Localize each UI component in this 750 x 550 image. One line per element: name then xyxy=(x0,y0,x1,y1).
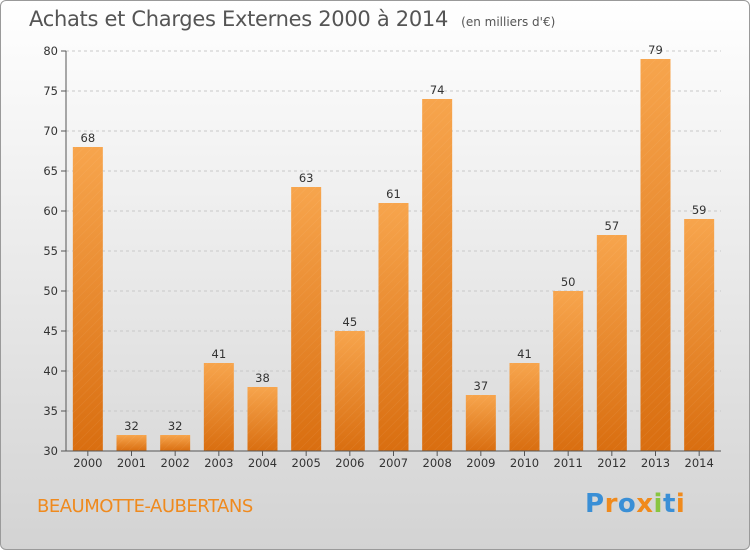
value-label: 32 xyxy=(168,419,183,433)
y-tick-label: 70 xyxy=(43,124,58,138)
value-label: 59 xyxy=(692,203,707,217)
bar-texture xyxy=(684,219,715,451)
value-label: 63 xyxy=(299,171,314,185)
bar-texture xyxy=(247,387,278,451)
y-tick-label: 45 xyxy=(43,324,58,338)
bar-texture xyxy=(116,435,147,451)
x-tick-label: 2010 xyxy=(510,456,539,470)
y-tick-label: 35 xyxy=(43,404,58,418)
value-label: 61 xyxy=(386,187,401,201)
y-tick-label: 30 xyxy=(43,444,58,458)
bar-texture xyxy=(509,363,540,451)
bars-layer: 68 32 32 41 38 63 45 61 74 37 41 50 57 79 59 xyxy=(72,43,715,451)
value-label: 38 xyxy=(255,371,270,385)
title-row: Achats et Charges Externes 2000 à 2014 (… xyxy=(29,7,555,31)
bar-texture xyxy=(160,435,191,451)
x-tick-label: 2004 xyxy=(248,456,277,470)
y-tick-label: 65 xyxy=(43,164,58,178)
brand-letter: x xyxy=(636,489,654,519)
bar-texture xyxy=(291,187,322,451)
x-tick-label: 2006 xyxy=(335,456,364,470)
y-tick-label: 75 xyxy=(43,84,58,98)
x-tick-label: 2014 xyxy=(685,456,714,470)
bar-texture xyxy=(72,147,103,451)
value-label: 50 xyxy=(561,275,576,289)
brand-letter: r xyxy=(604,489,618,519)
bar-texture xyxy=(334,331,365,451)
brand-letter: o xyxy=(617,489,637,519)
bar-texture xyxy=(422,99,453,451)
bar-texture xyxy=(596,235,627,451)
value-label: 32 xyxy=(124,419,139,433)
value-label: 79 xyxy=(648,43,663,57)
x-tick-label: 2005 xyxy=(292,456,321,470)
x-tick-label: 2001 xyxy=(117,456,146,470)
value-label: 41 xyxy=(517,347,532,361)
chart-subtitle: (en milliers d'€) xyxy=(461,15,556,29)
bar-texture xyxy=(203,363,234,451)
value-label: 45 xyxy=(343,315,358,329)
value-label: 37 xyxy=(474,379,489,393)
value-label: 68 xyxy=(81,131,96,145)
bar-texture xyxy=(378,203,409,451)
x-tick-label: 2002 xyxy=(161,456,190,470)
y-tick-label: 50 xyxy=(43,284,58,298)
x-tick-label: 2009 xyxy=(466,456,495,470)
x-tick-label: 2003 xyxy=(204,456,233,470)
bar-texture xyxy=(553,291,584,451)
bar-texture xyxy=(640,59,671,451)
x-tick-label: 2007 xyxy=(379,456,408,470)
value-label: 41 xyxy=(212,347,227,361)
value-label: 57 xyxy=(605,219,620,233)
value-label: 74 xyxy=(430,83,445,97)
brand-letter: P xyxy=(585,489,605,519)
y-tick-label: 40 xyxy=(43,364,58,378)
brand-letter: t xyxy=(662,489,676,519)
brand-logo: Proxiti xyxy=(585,489,685,519)
bar-texture xyxy=(465,395,496,451)
place-name: BEAUMOTTE-AUBERTANS xyxy=(37,496,253,517)
y-tick-label: 55 xyxy=(43,244,58,258)
y-tick-label: 60 xyxy=(43,204,58,218)
brand-letter: i xyxy=(675,489,686,519)
x-tick-label: 2013 xyxy=(641,456,670,470)
x-tick-label: 2008 xyxy=(423,456,452,470)
x-tick-label: 2000 xyxy=(73,456,102,470)
axis-layer: 30 35 40 45 50 55 60 65 70 75 80 2000 2001 2002 2003 20… xyxy=(43,44,721,470)
chart-title: Achats et Charges Externes 2000 à 2014 xyxy=(29,7,449,31)
x-tick-label: 2011 xyxy=(554,456,583,470)
y-tick-label: 80 xyxy=(43,44,58,58)
x-tick-label: 2012 xyxy=(597,456,626,470)
brand-letter: i xyxy=(653,489,663,519)
